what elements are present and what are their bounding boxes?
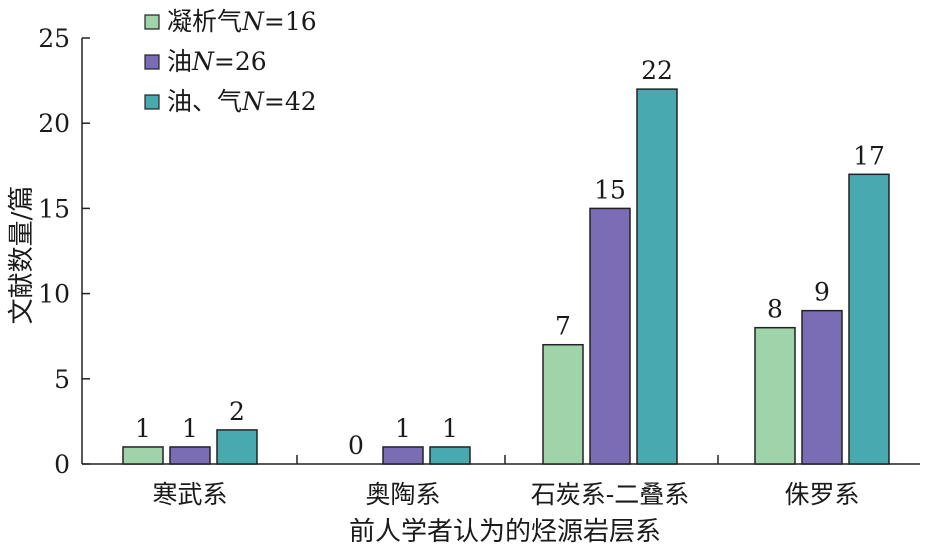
data-label: 2 <box>229 397 245 426</box>
bar <box>589 207 631 465</box>
data-label: 15 <box>594 175 626 204</box>
bar <box>122 446 164 465</box>
data-labels: 1 0 7 8 1 1 15 9 2 1 22 17 <box>135 56 885 460</box>
y-tick-label: 25 <box>38 24 70 53</box>
bar <box>169 446 211 465</box>
y-tick-label: 20 <box>38 109 70 138</box>
y-tick-label: 10 <box>38 280 70 309</box>
data-label: 1 <box>182 414 198 443</box>
data-label: 1 <box>442 414 458 443</box>
data-label: 22 <box>641 56 673 85</box>
bar <box>801 309 843 465</box>
x-tick-label: 寒武系 <box>152 480 227 509</box>
y-tick-label: 5 <box>54 365 70 394</box>
legend-label: 油N=26 <box>167 47 267 76</box>
bar <box>382 446 424 465</box>
y-tick-label: 15 <box>38 194 70 223</box>
data-label: 0 <box>348 431 364 460</box>
y-axis-title: 文献数量/篇 <box>7 186 37 325</box>
legend-label: 凝析气N=16 <box>167 7 317 36</box>
x-axis-title: 前人学者认为的烃源岩层系 <box>349 517 661 547</box>
bar <box>216 429 258 465</box>
legend-label: 油、气N=42 <box>167 87 317 116</box>
y-tick-label: 0 <box>54 450 70 479</box>
bar <box>636 88 678 465</box>
bars <box>122 88 890 465</box>
data-label: 7 <box>555 312 571 341</box>
legend-swatch <box>144 54 160 70</box>
bar <box>754 326 796 465</box>
x-tick-label: 奥陶系 <box>365 480 440 509</box>
data-label: 1 <box>135 414 151 443</box>
data-label: 1 <box>395 414 411 443</box>
bar <box>848 173 890 465</box>
data-label: 9 <box>814 278 830 307</box>
legend-swatch <box>144 94 160 110</box>
data-label: 8 <box>767 295 783 324</box>
legend: 凝析气N=16 油N=26 油、气N=42 <box>144 7 317 116</box>
bar <box>429 446 471 465</box>
bar <box>542 343 584 465</box>
x-tick-label: 侏罗系 <box>784 480 859 509</box>
data-label: 17 <box>853 141 885 170</box>
x-tick-label: 石炭系-二叠系 <box>531 480 689 509</box>
legend-swatch <box>144 14 160 30</box>
